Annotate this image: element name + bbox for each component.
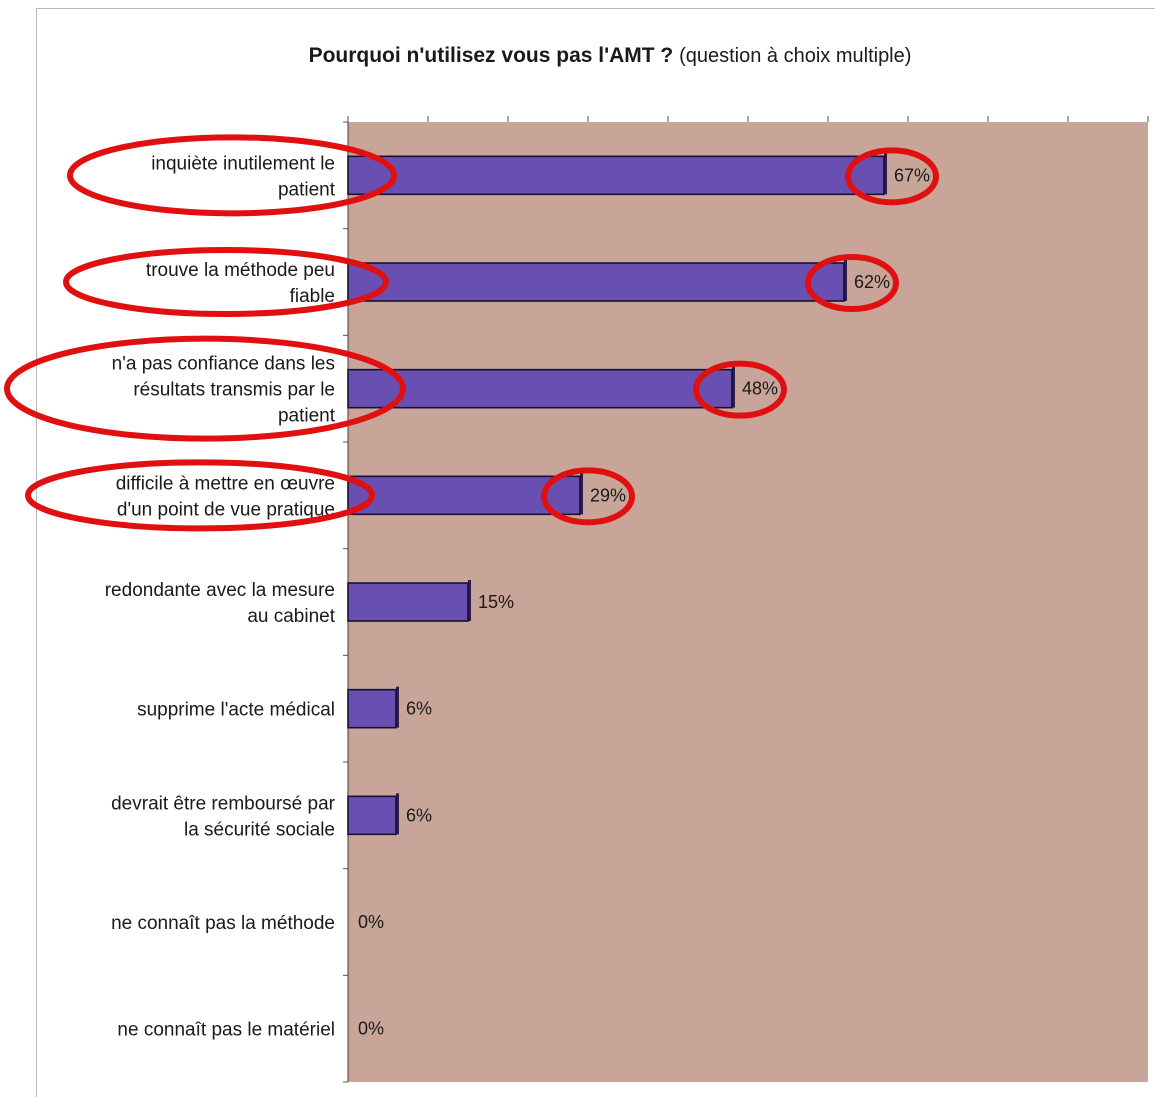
bar-depth xyxy=(884,153,887,195)
category-label: d'un point de vue pratique xyxy=(117,499,335,520)
category-label: difficile à mettre en œuvre xyxy=(116,473,335,494)
bar xyxy=(347,582,469,622)
bar-depth xyxy=(396,793,399,835)
bar-depth xyxy=(580,473,583,515)
highlight-ellipse-value xyxy=(845,147,939,206)
bar-depth xyxy=(732,366,735,408)
category-label: patient xyxy=(278,406,336,427)
chart-title: Pourquoi n'utilisez vous pas l'AMT ? (qu… xyxy=(0,44,1155,68)
bar xyxy=(347,688,397,729)
value-label: 67% xyxy=(894,165,930,185)
highlight-ellipse-label xyxy=(63,247,389,317)
bar-depth xyxy=(396,686,399,728)
chart-title-text: Pourquoi n'utilisez vous pas l'AMT ? xyxy=(308,44,674,67)
category-label: trouve la méthode peu xyxy=(146,260,335,281)
value-label: 48% xyxy=(742,379,778,399)
category-label: au cabinet xyxy=(247,606,335,627)
frame-top-border xyxy=(36,8,1155,9)
frame-left-border xyxy=(36,8,37,1097)
category-label: fiable xyxy=(290,286,335,307)
value-label: 0% xyxy=(358,1019,384,1039)
value-label: 6% xyxy=(406,805,432,825)
category-label: inquiète inutilement le xyxy=(151,153,335,174)
value-label: 15% xyxy=(478,592,514,612)
highlight-ellipse-label xyxy=(25,459,375,532)
category-label: supprime l'acte médical xyxy=(137,700,335,721)
category-label: patient xyxy=(278,179,336,200)
category-label: résultats transmis par le xyxy=(133,380,335,401)
bar-depth xyxy=(844,260,847,301)
highlight-ellipse-label xyxy=(4,335,406,442)
bar xyxy=(347,368,733,409)
category-label: ne connaît pas le matériel xyxy=(117,1020,335,1041)
value-label: 29% xyxy=(590,485,626,505)
bar xyxy=(347,155,885,196)
bar-depth xyxy=(468,580,471,621)
category-label: ne connaît pas la méthode xyxy=(111,913,335,934)
bar xyxy=(347,795,397,836)
highlight-ellipse-label xyxy=(67,134,397,217)
highlight-ellipse-value xyxy=(805,254,899,312)
category-label: la sécurité sociale xyxy=(184,819,335,840)
highlight-ellipse-value xyxy=(693,360,787,419)
bar xyxy=(347,262,845,302)
category-label: redondante avec la mesure xyxy=(105,580,335,601)
category-label: n'a pas confiance dans les xyxy=(112,354,335,375)
value-label: 62% xyxy=(854,272,890,292)
category-label: devrait être remboursé par xyxy=(111,793,336,814)
value-label: 6% xyxy=(406,699,432,719)
chart-subtitle: (question à choix multiple) xyxy=(679,45,912,67)
highlight-ellipse-value xyxy=(541,467,635,526)
value-label: 0% xyxy=(358,912,384,932)
